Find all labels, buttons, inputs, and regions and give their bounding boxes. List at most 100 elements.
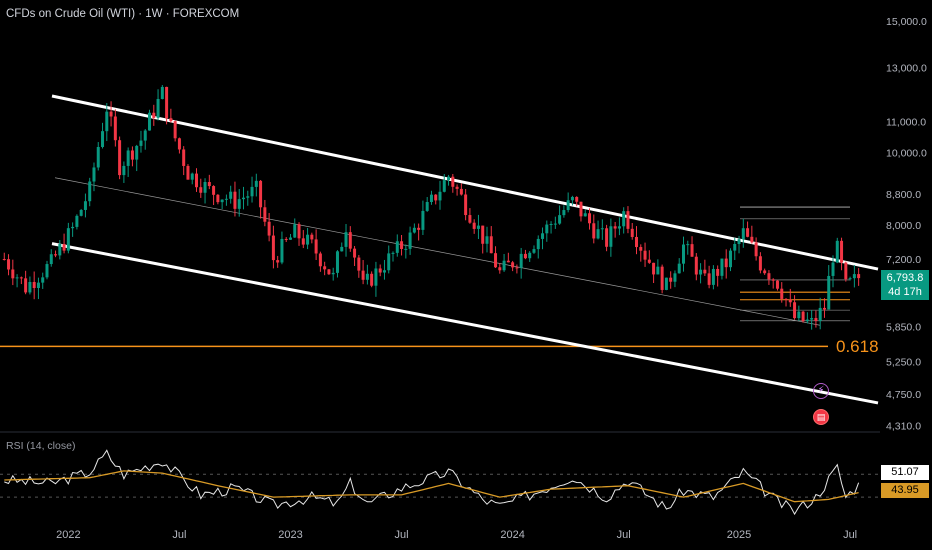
candle-body [741, 228, 745, 240]
candle-body [626, 211, 630, 229]
candle-body [11, 269, 15, 279]
candle-body [344, 232, 348, 247]
candle-body [288, 237, 292, 240]
candle-body [434, 194, 438, 201]
candle-body [429, 194, 433, 203]
candle-body [656, 266, 660, 275]
candle-body [263, 207, 267, 222]
candle-body [241, 197, 245, 200]
candle-body [801, 311, 805, 322]
chart-title: CFDs on Crude Oil (WTI) · 1W · FOREXCOM [6, 8, 240, 20]
candle-body [835, 240, 839, 263]
candle-body [455, 186, 459, 189]
candle-body [694, 256, 698, 275]
price-tick-label: 5,250.0 [886, 356, 921, 368]
candle-body [605, 228, 609, 247]
candle-body [357, 257, 361, 271]
candle-body [852, 274, 856, 279]
candle-body [71, 226, 75, 229]
candle-body [41, 277, 45, 283]
channel-mid-line [54, 177, 821, 326]
candle-body [622, 211, 626, 227]
candle-body [523, 253, 527, 259]
price-tick-label: 7,200.0 [886, 254, 921, 266]
candle-body [758, 256, 762, 271]
candle-body [88, 181, 92, 202]
rsi-ma-line [4, 470, 859, 503]
candle-body [83, 201, 87, 210]
candle-body [464, 194, 468, 216]
candle-body [113, 116, 117, 141]
candle-body [532, 249, 536, 253]
candle-body [844, 262, 848, 280]
candle-body [378, 268, 382, 273]
candle-body [468, 215, 472, 223]
candle-body [728, 250, 732, 268]
candle-body [647, 259, 651, 263]
candle-body [148, 112, 152, 131]
candle-body [438, 191, 442, 201]
us-flag-icon[interactable]: ▤ [813, 409, 829, 425]
candle-body [152, 112, 156, 118]
candle-body [421, 210, 425, 230]
candle-body [485, 236, 489, 244]
current-price-tag: 6,793.8 4d 17h [881, 270, 929, 300]
candle-body [301, 238, 305, 245]
candle-body [652, 262, 656, 275]
candle-body [92, 167, 96, 182]
candle-body [58, 243, 62, 256]
candle-body [763, 270, 767, 274]
time-tick-label: Jul [395, 529, 409, 541]
candle-body [562, 210, 566, 216]
candle-body [387, 253, 391, 271]
candle-body [511, 262, 515, 268]
candle-body [733, 243, 737, 251]
lightning-icon[interactable]: ⚡ [813, 383, 829, 399]
candle-body [827, 275, 831, 310]
candle-body [250, 186, 254, 197]
candle-body [519, 253, 523, 268]
candle-body [259, 180, 263, 208]
candle-body [15, 277, 19, 279]
candle-body [220, 199, 224, 203]
candle-body [549, 223, 553, 225]
candle-body [818, 307, 822, 321]
candle-body [724, 258, 728, 268]
candle-body [805, 319, 809, 322]
candle-body [630, 228, 634, 237]
candle-body [788, 299, 792, 303]
candle-body [36, 282, 40, 289]
candle-body [169, 118, 173, 122]
candle-body [49, 254, 53, 265]
current-price-label: 6,793.8 [886, 272, 924, 284]
countdown-label: 4d 17h [888, 286, 922, 298]
candle-body [143, 130, 147, 141]
candle-body [203, 182, 207, 193]
time-tick-label: 2022 [56, 529, 80, 541]
candle-body [353, 248, 357, 258]
candle-body [541, 233, 545, 239]
candle-body [408, 232, 412, 249]
candle-body [135, 145, 139, 160]
candle-body [673, 273, 677, 282]
candle-body [476, 225, 480, 229]
candle-body [24, 278, 28, 293]
candle-body [754, 242, 758, 257]
candle-body [280, 238, 284, 263]
candle-body [160, 86, 164, 99]
candle-body [720, 258, 724, 276]
candle-body [746, 228, 750, 237]
candle-body [588, 213, 592, 224]
candle-body [118, 140, 122, 176]
candle-body [306, 234, 310, 245]
candle-body [109, 111, 113, 117]
candle-body [686, 244, 690, 246]
candle-body [374, 268, 378, 286]
candle-body [404, 248, 408, 250]
candle-body [412, 227, 416, 233]
price-tick-label: 11,000.0 [886, 117, 926, 129]
price-tick-label: 10,000.0 [886, 147, 927, 159]
candle-body [451, 176, 455, 187]
time-tick-label: Jul [172, 529, 186, 541]
